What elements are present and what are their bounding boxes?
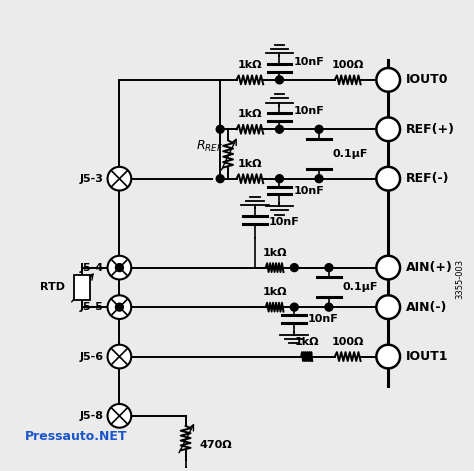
Text: 100Ω: 100Ω bbox=[331, 337, 364, 347]
Text: 3355-003: 3355-003 bbox=[455, 259, 464, 299]
Text: 1kΩ: 1kΩ bbox=[262, 248, 287, 258]
Text: 1kΩ: 1kΩ bbox=[237, 159, 262, 169]
Circle shape bbox=[216, 175, 224, 183]
Circle shape bbox=[275, 125, 283, 133]
Text: IOUT0: IOUT0 bbox=[406, 73, 448, 86]
Circle shape bbox=[108, 256, 131, 279]
Text: J5-8: J5-8 bbox=[80, 411, 104, 421]
Text: REF(-): REF(-) bbox=[406, 172, 449, 185]
Circle shape bbox=[116, 303, 123, 311]
Text: 1kΩ: 1kΩ bbox=[262, 287, 287, 297]
Text: J5-3: J5-3 bbox=[80, 174, 104, 184]
Text: $R_{REF}$: $R_{REF}$ bbox=[196, 138, 223, 154]
Text: 0.1μF: 0.1μF bbox=[343, 283, 378, 292]
Circle shape bbox=[291, 264, 298, 272]
Circle shape bbox=[108, 295, 131, 319]
Circle shape bbox=[315, 175, 323, 183]
Text: RTD: RTD bbox=[40, 283, 65, 292]
Text: IOUT1: IOUT1 bbox=[406, 350, 448, 363]
Text: 1kΩ: 1kΩ bbox=[294, 337, 319, 347]
Circle shape bbox=[216, 125, 224, 133]
Text: 0.1μF: 0.1μF bbox=[333, 149, 368, 159]
Circle shape bbox=[325, 264, 333, 272]
Text: AIN(+): AIN(+) bbox=[406, 261, 453, 274]
Circle shape bbox=[315, 125, 323, 133]
Circle shape bbox=[376, 295, 400, 319]
Text: 1kΩ: 1kΩ bbox=[237, 109, 262, 119]
Text: J5-6: J5-6 bbox=[80, 351, 104, 362]
Circle shape bbox=[376, 345, 400, 368]
Text: 10nF: 10nF bbox=[293, 186, 324, 195]
Circle shape bbox=[108, 345, 131, 368]
Circle shape bbox=[108, 404, 131, 428]
Text: Pressauto.NET: Pressauto.NET bbox=[25, 430, 127, 443]
Text: REF(+): REF(+) bbox=[406, 123, 455, 136]
Circle shape bbox=[376, 256, 400, 279]
Circle shape bbox=[291, 303, 298, 311]
Circle shape bbox=[376, 117, 400, 141]
Text: J5-5: J5-5 bbox=[80, 302, 104, 312]
Circle shape bbox=[116, 264, 123, 272]
Text: 100Ω: 100Ω bbox=[331, 60, 364, 70]
Circle shape bbox=[275, 175, 283, 183]
Circle shape bbox=[275, 76, 283, 84]
Text: 10nF: 10nF bbox=[308, 314, 339, 324]
Circle shape bbox=[376, 68, 400, 92]
Circle shape bbox=[108, 167, 131, 191]
Text: AIN(-): AIN(-) bbox=[406, 300, 447, 314]
Text: 10nF: 10nF bbox=[269, 217, 300, 227]
Circle shape bbox=[376, 167, 400, 191]
Text: 10nF: 10nF bbox=[293, 57, 324, 67]
Bar bbox=[74, 275, 90, 300]
Text: 1kΩ: 1kΩ bbox=[237, 60, 262, 70]
Text: J5-4: J5-4 bbox=[80, 263, 104, 273]
Text: 470Ω: 470Ω bbox=[200, 440, 232, 450]
Text: 10nF: 10nF bbox=[293, 106, 324, 116]
Circle shape bbox=[325, 303, 333, 311]
